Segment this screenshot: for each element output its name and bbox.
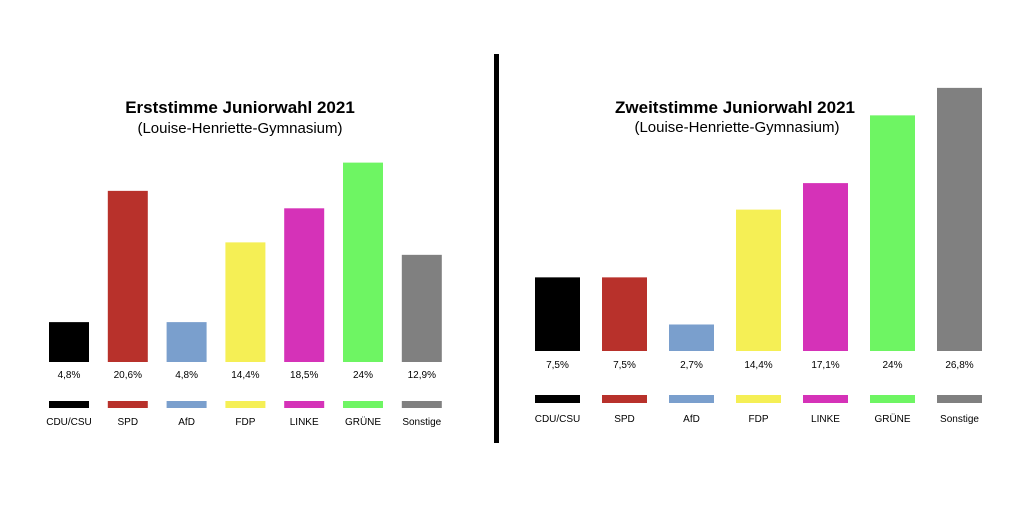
legend-swatch-linke (284, 401, 325, 408)
value-label-gr-ne: 24% (882, 360, 902, 371)
legend-label-linke: LINKE (290, 417, 319, 428)
chart-subtitle: (Louise-Henriette-Gymnasium) (634, 119, 839, 136)
bar-sonstige (937, 87, 982, 351)
bar-gr-ne (870, 115, 915, 351)
legend-label-fdp: FDP (235, 417, 255, 428)
legend-swatch-afd (166, 401, 207, 408)
bar-cdu-csu (49, 322, 89, 362)
value-label-sonstige: 12,9% (408, 370, 436, 381)
legend-label-gr-ne: GRÜNE (874, 413, 910, 425)
legend-label-spd: SPD (118, 417, 139, 428)
chart-title: Erststimme Juniorwahl 2021 (125, 98, 355, 117)
legend-swatch-linke (803, 395, 848, 403)
chart-subtitle: (Louise-Henriette-Gymnasium) (137, 120, 342, 137)
bar-afd (669, 324, 714, 351)
legend-label-fdp: FDP (749, 414, 769, 425)
value-label-gr-ne: 24% (353, 370, 373, 381)
legend: CDU/CSU SPD AfD FDP LINKE GRÜNE Sonstige (535, 395, 982, 425)
value-label-linke: 18,5% (290, 370, 318, 381)
legend-label-afd: AfD (178, 417, 195, 428)
bar-fdp (736, 209, 781, 351)
value-label-fdp: 14,4% (744, 360, 772, 371)
chart-zweitstimme: Zweitstimme Juniorwahl 2021 (Louise-Henr… (535, 87, 982, 425)
value-label-spd: 20,6% (114, 370, 142, 381)
legend-label-sonstige: Sonstige (940, 414, 979, 425)
legend-swatch-gr-ne (870, 395, 915, 403)
bar-cdu-csu (535, 277, 580, 351)
bar-group (49, 162, 442, 362)
value-label-cdu-csu: 7,5% (546, 360, 569, 371)
value-label-afd: 4,8% (175, 370, 198, 381)
legend-label-cdu-csu: CDU/CSU (46, 417, 92, 428)
legend-swatch-gr-ne (343, 401, 383, 408)
legend-swatch-fdp (225, 401, 266, 408)
legend-label-afd: AfD (683, 414, 700, 425)
chart-title: Zweitstimme Juniorwahl 2021 (615, 98, 855, 117)
legend-swatch-sonstige (937, 395, 982, 403)
value-label-linke: 17,1% (811, 360, 839, 371)
legend: CDU/CSU SPD AfD FDP LINKE GRÜNE Sonstige (46, 401, 442, 428)
chart-erststimme: Erststimme Juniorwahl 2021 (Louise-Henri… (46, 98, 442, 428)
legend-swatch-afd (669, 395, 714, 403)
value-label-fdp: 14,4% (231, 370, 259, 381)
legend-label-cdu-csu: CDU/CSU (535, 414, 581, 425)
legend-swatch-cdu-csu (535, 395, 580, 403)
legend-label-linke: LINKE (811, 414, 840, 425)
legend-swatch-spd (602, 395, 647, 403)
legend-label-gr-ne: GRÜNE (345, 416, 381, 428)
bar-spd (602, 277, 647, 351)
legend-swatch-cdu-csu (49, 401, 89, 408)
bar-fdp (225, 242, 266, 362)
bar-gr-ne (343, 162, 383, 362)
legend-label-sonstige: Sonstige (402, 417, 441, 428)
bar-spd (107, 190, 148, 362)
value-label-sonstige: 26,8% (945, 360, 973, 371)
legend-swatch-sonstige (401, 401, 442, 408)
bar-linke (284, 208, 325, 362)
value-labels: 7,5% 7,5% 2,7% 14,4% 17,1% 24% 26,8% (546, 360, 974, 371)
value-labels: 4,8% 20,6% 4,8% 14,4% 18,5% 24% 12,9% (58, 370, 436, 381)
value-label-afd: 2,7% (680, 360, 703, 371)
bar-linke (803, 183, 848, 351)
divider-line (494, 54, 499, 443)
value-label-cdu-csu: 4,8% (58, 370, 81, 381)
legend-swatch-fdp (736, 395, 781, 403)
legend-label-spd: SPD (614, 414, 635, 425)
bar-afd (166, 322, 207, 362)
value-label-spd: 7,5% (613, 360, 636, 371)
bar-sonstige (401, 254, 442, 362)
legend-swatch-spd (107, 401, 148, 408)
bar-group (535, 87, 982, 351)
